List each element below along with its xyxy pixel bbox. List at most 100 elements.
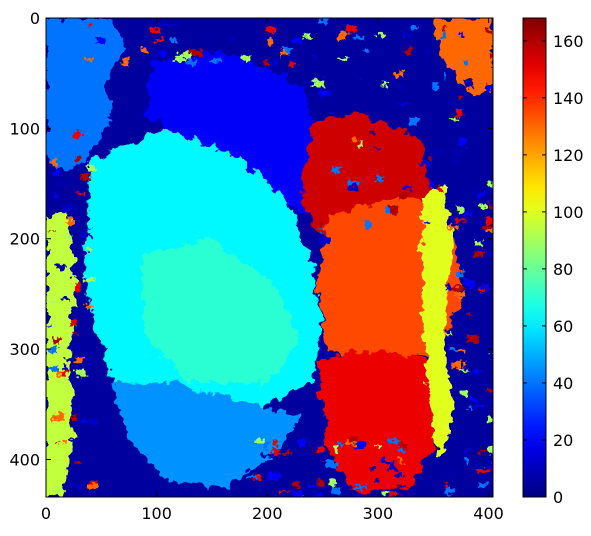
- heatmap-speckle: [185, 59, 198, 65]
- x-tick-label: 300: [363, 504, 394, 523]
- heatmap-speckle: [492, 422, 493, 426]
- heatmap-speckle: [210, 58, 222, 64]
- heatmap-speckle: [298, 440, 307, 446]
- y-tick-label: 100: [9, 119, 40, 138]
- heatmap-speckle: [492, 464, 493, 468]
- heatmap-speckle: [403, 32, 411, 37]
- heatmap-speckle: [83, 311, 93, 316]
- heatmap-speckle: [141, 47, 149, 52]
- heatmap-speckle: [381, 81, 388, 87]
- heatmap-speckle: [56, 442, 60, 445]
- heatmap-speckle: [72, 131, 81, 139]
- heatmap-speckle: [46, 346, 58, 353]
- heatmap-speckle: [439, 182, 447, 185]
- heatmap-speckle: [479, 191, 484, 197]
- heatmap-speckle: [473, 370, 481, 375]
- heatmap-speckle: [381, 491, 389, 495]
- heatmap-speckle: [485, 27, 491, 34]
- y-tick-label: 0: [30, 9, 40, 28]
- heatmap-speckle: [450, 102, 455, 105]
- heatmap-speckle: [449, 348, 457, 352]
- heatmap-speckle: [288, 60, 299, 66]
- heatmap-speckle: [86, 361, 94, 368]
- y-tick-label: 300: [9, 340, 40, 359]
- heatmap-speckle: [58, 181, 66, 187]
- heatmap-speckle: [467, 334, 479, 343]
- heatmap-speckle: [464, 80, 473, 89]
- heatmap-speckle: [268, 472, 281, 480]
- heatmap-speckle: [456, 109, 463, 117]
- heatmap-speckle: [487, 465, 493, 471]
- heatmap-speckle: [392, 71, 404, 77]
- heatmap-speckle: [474, 252, 485, 256]
- heatmap-speckle: [372, 445, 382, 448]
- heatmap-speckle: [446, 470, 450, 475]
- heatmap-speckle: [457, 95, 462, 99]
- heatmap-speckle: [150, 53, 158, 59]
- heatmap-speckle: [53, 171, 62, 176]
- heatmap-speckle: [424, 48, 429, 55]
- heatmap-speckle: [467, 177, 474, 181]
- heatmap-region-upper-central: [145, 51, 323, 217]
- heatmap-speckle: [365, 220, 371, 229]
- heatmap-speckle: [68, 438, 78, 442]
- heatmap-speckle: [74, 283, 81, 292]
- heatmap-speckle: [190, 49, 201, 57]
- heatmap-speckle: [240, 56, 252, 61]
- heatmap-speckle: [79, 231, 89, 237]
- heatmap-speckle: [363, 49, 370, 53]
- heatmap-speckle: [55, 192, 59, 198]
- heatmap-speckle: [89, 482, 98, 490]
- heatmap-speckle: [464, 458, 469, 466]
- heatmap-speckle: [63, 235, 73, 239]
- heatmap-speckle: [353, 442, 365, 449]
- heatmap-speckle: [61, 205, 73, 211]
- heatmap-speckle: [374, 146, 382, 149]
- heatmap-speckle: [317, 447, 325, 451]
- heatmap-speckle: [464, 446, 469, 455]
- heatmap-speckle: [444, 484, 449, 491]
- heatmap-speckle: [485, 217, 493, 225]
- colorbar-tick-label: 0: [553, 488, 563, 507]
- colorbar-tick-label: 100: [553, 203, 584, 222]
- heatmap-speckle: [286, 55, 296, 62]
- heatmap-speckle: [167, 24, 178, 27]
- x-tick-label: 0: [41, 504, 51, 523]
- heatmap-speckle: [381, 458, 385, 464]
- plot-area: [46, 18, 493, 497]
- heatmap-speckle: [183, 52, 192, 59]
- heatmap-speckle: [395, 472, 405, 477]
- heatmap-speckle: [337, 442, 344, 446]
- heatmap-speckle: [71, 483, 82, 489]
- heatmap-speckle: [458, 368, 470, 372]
- heatmap-speckle: [171, 36, 177, 44]
- heatmap-speckle: [462, 390, 468, 397]
- heatmap-region-left-edge: [46, 211, 77, 497]
- heatmap-speckle: [339, 58, 349, 62]
- heatmap-speckle: [480, 203, 487, 209]
- heatmap-speckle: [325, 461, 337, 468]
- heatmap-speckle: [459, 31, 464, 40]
- heatmap-speckle: [358, 140, 362, 149]
- heatmap-speckle: [389, 207, 398, 215]
- heatmap-speckle: [453, 150, 462, 156]
- heatmap-speckle: [383, 460, 394, 464]
- heatmap-speckle: [398, 102, 409, 105]
- heatmap-speckle: [85, 303, 91, 308]
- heatmap-speckle: [453, 361, 464, 369]
- heatmap-speckle: [410, 117, 418, 125]
- heatmap-speckle: [445, 487, 456, 495]
- colorbar-tick-label: 40: [553, 374, 573, 393]
- heatmap-speckle: [87, 164, 96, 171]
- heatmap-speckle: [487, 187, 493, 194]
- heatmap-speckle: [254, 441, 259, 444]
- heatmap-speckle: [405, 48, 412, 56]
- heatmap-speckle: [312, 80, 325, 87]
- y-tick-label: 400: [9, 450, 40, 469]
- heatmap-speckle: [86, 228, 91, 231]
- heatmap-speckle: [490, 251, 493, 257]
- heatmap-speckle: [376, 176, 384, 182]
- heatmap-speckle: [354, 35, 365, 40]
